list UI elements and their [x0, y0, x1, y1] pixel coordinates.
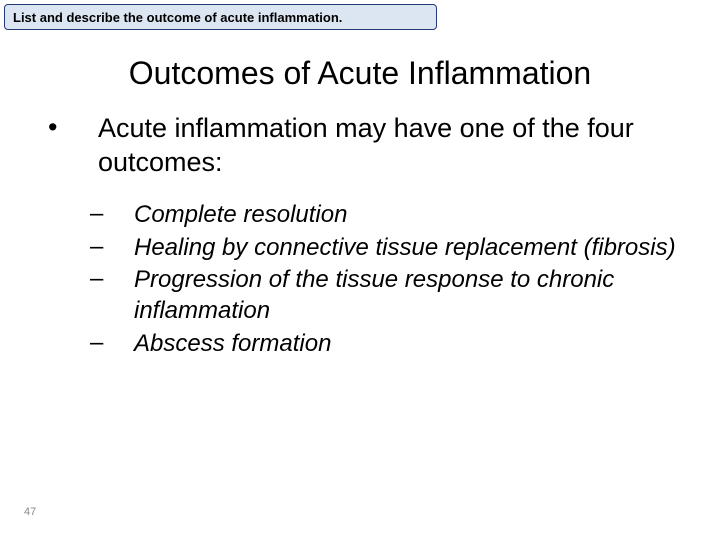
sub-item-text: Complete resolution [134, 200, 347, 231]
list-item: – Healing by connective tissue replaceme… [90, 233, 690, 264]
list-item: – Abscess formation [90, 329, 690, 360]
sub-item-text: Abscess formation [134, 329, 331, 360]
header-text: List and describe the outcome of acute i… [13, 10, 342, 25]
sub-item-text: Progression of the tissue response to ch… [134, 265, 690, 326]
header-box: List and describe the outcome of acute i… [4, 4, 437, 30]
list-item: – Progression of the tissue response to … [90, 265, 690, 326]
sub-item-text: Healing by connective tissue replacement… [134, 233, 676, 264]
dash-icon: – [90, 329, 134, 360]
dash-icon: – [90, 233, 134, 264]
page-number: 47 [24, 506, 36, 518]
list-item: – Complete resolution [90, 200, 690, 231]
main-bullet-marker: • [48, 112, 98, 180]
dash-icon: – [90, 265, 134, 326]
slide-title: Outcomes of Acute Inflammation [0, 55, 720, 92]
sub-bullet-list: – Complete resolution – Healing by conne… [90, 200, 690, 362]
main-bullet-text: Acute inflammation may have one of the f… [98, 112, 690, 180]
main-bullet-row: • Acute inflammation may have one of the… [48, 112, 690, 180]
dash-icon: – [90, 200, 134, 231]
